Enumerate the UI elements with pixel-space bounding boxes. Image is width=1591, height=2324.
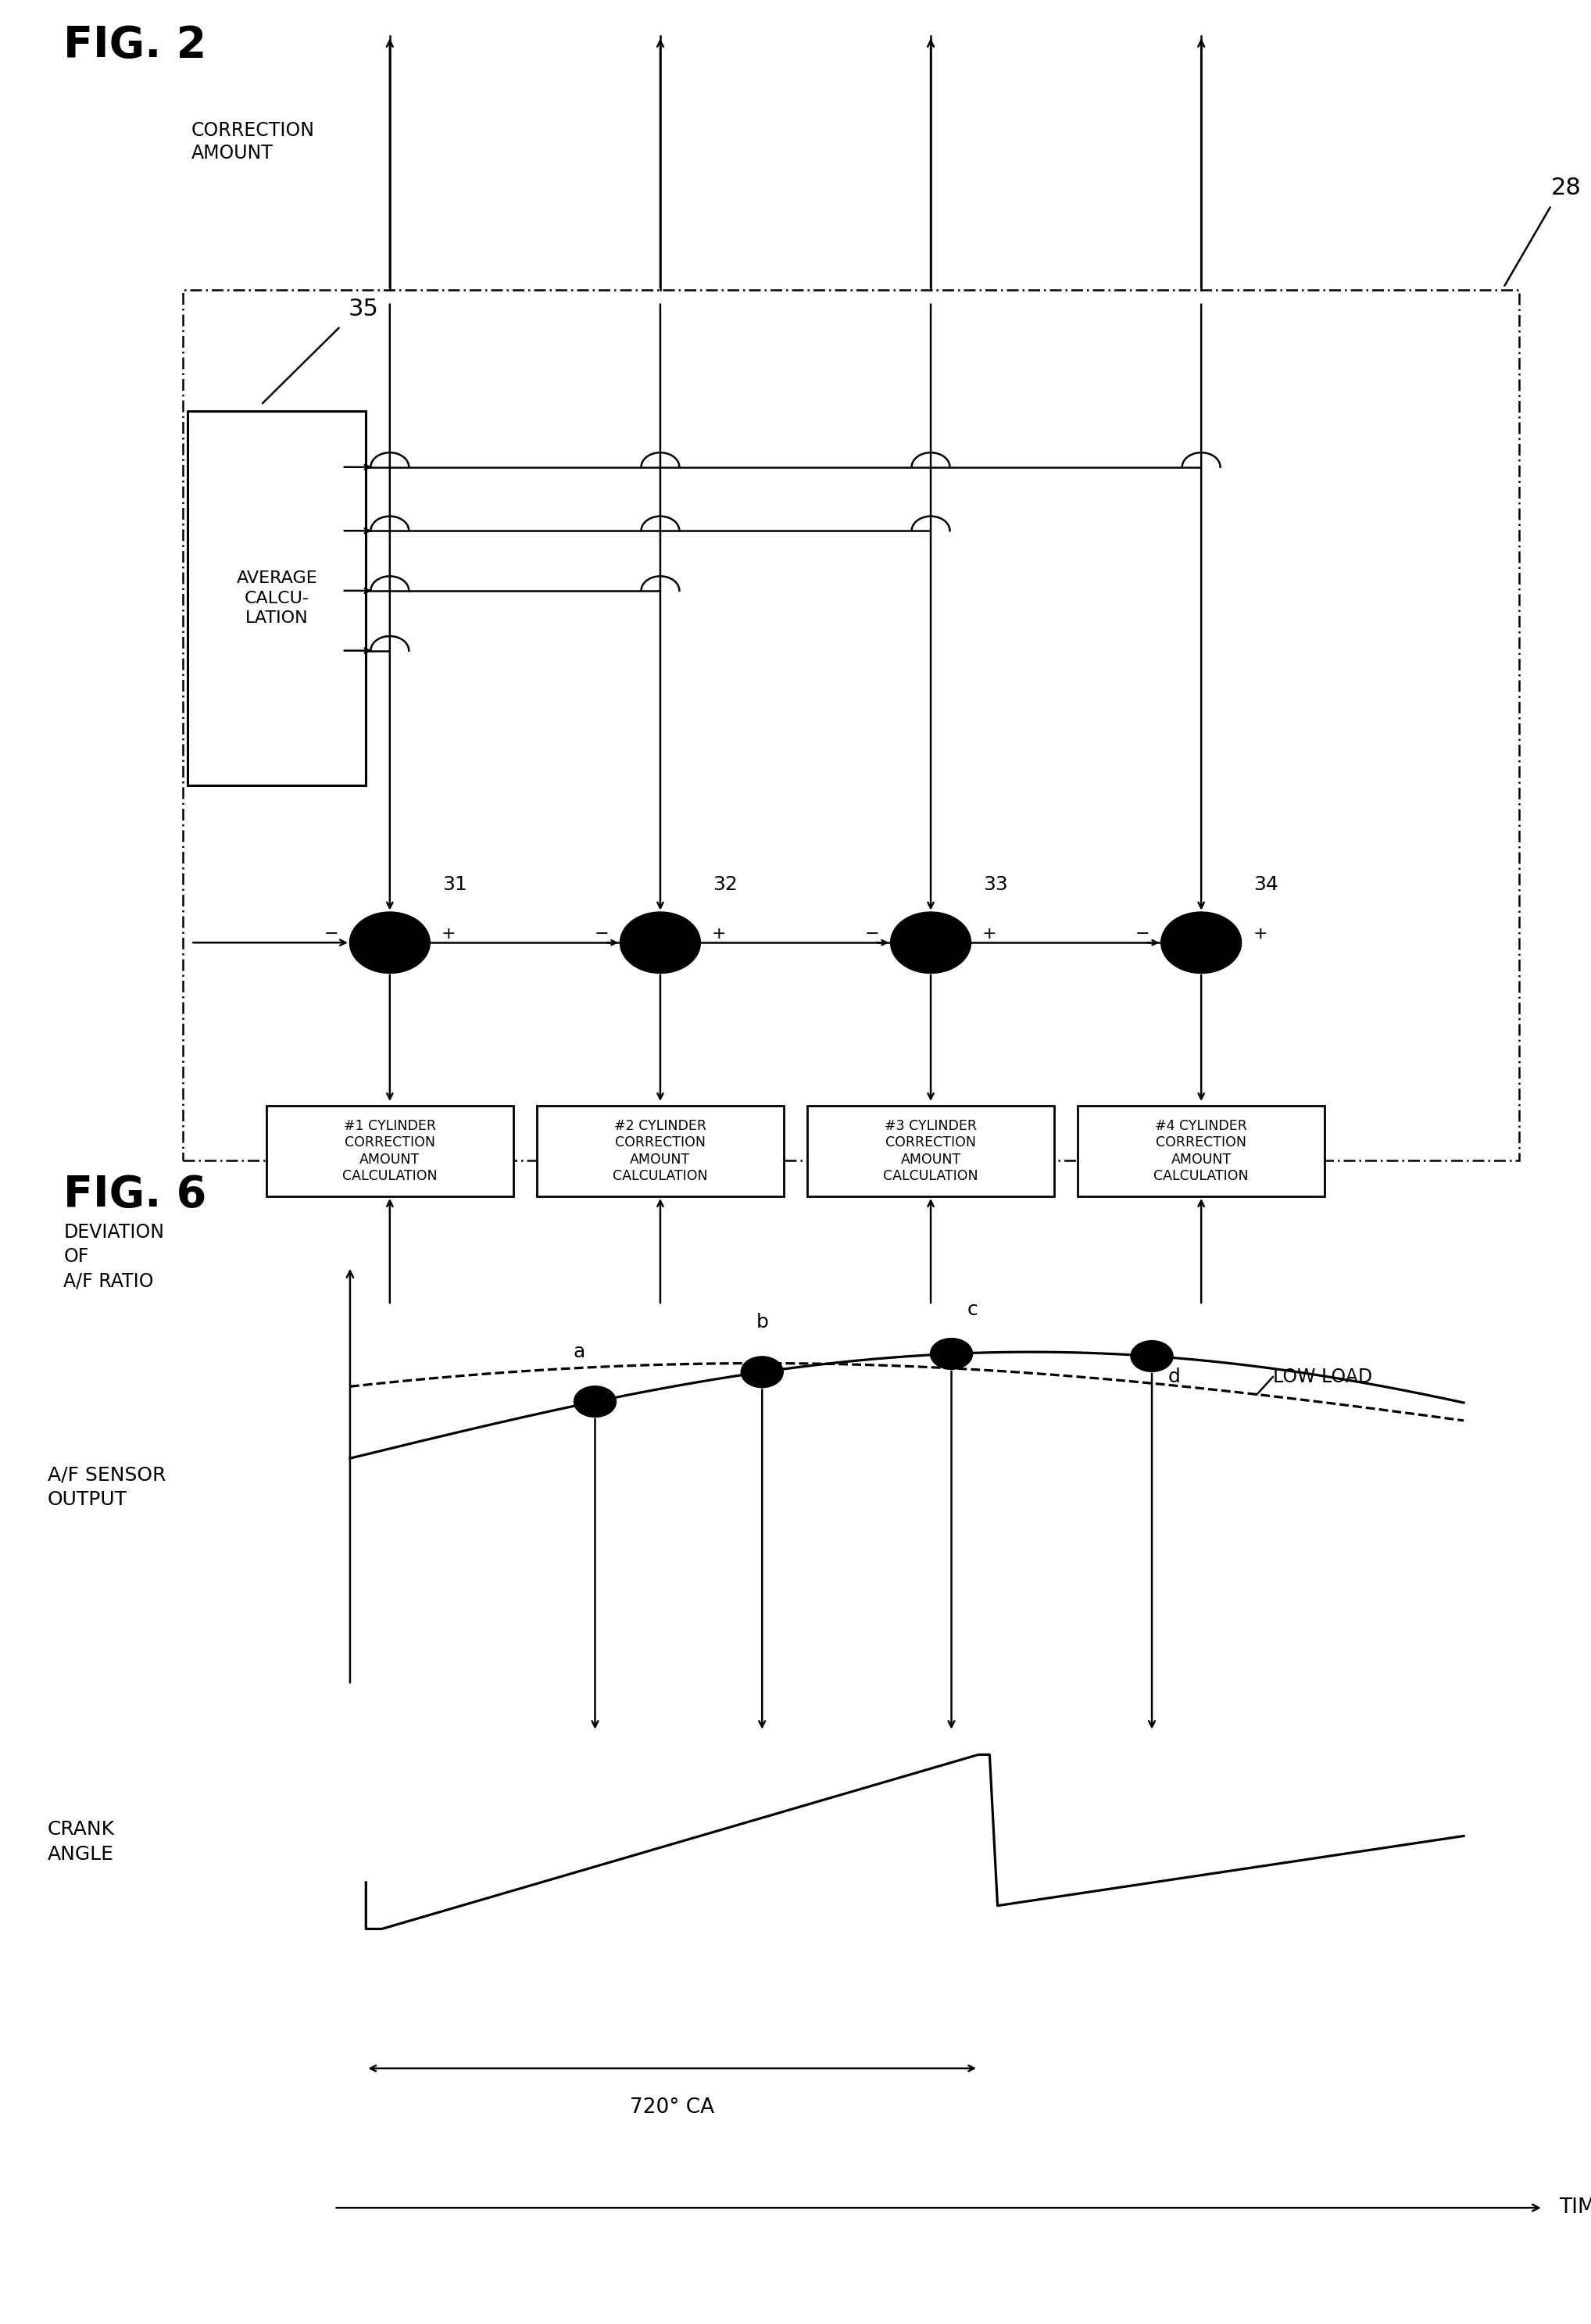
Text: 33: 33 xyxy=(983,876,1009,895)
Text: FIG. 2: FIG. 2 xyxy=(64,23,207,67)
Text: CORRECTION
AMOUNT: CORRECTION AMOUNT xyxy=(191,121,315,163)
Text: AVERAGE
CALCU-
LATION: AVERAGE CALCU- LATION xyxy=(237,569,317,625)
Text: #3 CYLINDER
CORRECTION
AMOUNT
CALCULATION: #3 CYLINDER CORRECTION AMOUNT CALCULATIO… xyxy=(883,1118,978,1183)
Text: b: b xyxy=(756,1313,768,1332)
Text: d: d xyxy=(1168,1369,1181,1387)
Circle shape xyxy=(891,913,971,974)
Text: 720° CA: 720° CA xyxy=(630,2096,714,2117)
Circle shape xyxy=(1131,1341,1173,1371)
Text: CRANK
ANGLE: CRANK ANGLE xyxy=(48,1820,115,1864)
Circle shape xyxy=(1161,913,1241,974)
Circle shape xyxy=(350,913,430,974)
Text: LOW LOAD: LOW LOAD xyxy=(1273,1367,1371,1387)
Circle shape xyxy=(574,1387,616,1418)
Text: FIG. 6: FIG. 6 xyxy=(64,1174,207,1215)
Circle shape xyxy=(620,913,700,974)
Text: 31: 31 xyxy=(442,876,468,895)
Text: +: + xyxy=(711,927,727,941)
Text: −: − xyxy=(593,927,609,941)
Text: 34: 34 xyxy=(1254,876,1279,895)
Text: A/F SENSOR
OUTPUT: A/F SENSOR OUTPUT xyxy=(48,1466,165,1508)
Text: 32: 32 xyxy=(713,876,738,895)
Text: 35: 35 xyxy=(348,297,379,321)
Polygon shape xyxy=(1077,1106,1324,1197)
Text: DEVIATION
OF
A/F RATIO: DEVIATION OF A/F RATIO xyxy=(64,1222,164,1290)
Circle shape xyxy=(741,1357,783,1387)
Text: #1 CYLINDER
CORRECTION
AMOUNT
CALCULATION: #1 CYLINDER CORRECTION AMOUNT CALCULATIO… xyxy=(342,1118,438,1183)
Text: −: − xyxy=(323,927,339,941)
Text: +: + xyxy=(441,927,457,941)
Text: +: + xyxy=(1252,927,1268,941)
Polygon shape xyxy=(266,1106,512,1197)
Text: −: − xyxy=(1134,927,1150,941)
Polygon shape xyxy=(536,1106,783,1197)
Text: −: − xyxy=(864,927,880,941)
Text: TIME: TIME xyxy=(1559,2199,1591,2217)
Text: #2 CYLINDER
CORRECTION
AMOUNT
CALCULATION: #2 CYLINDER CORRECTION AMOUNT CALCULATIO… xyxy=(613,1118,708,1183)
Text: 28: 28 xyxy=(1551,177,1581,200)
Text: #4 CYLINDER
CORRECTION
AMOUNT
CALCULATION: #4 CYLINDER CORRECTION AMOUNT CALCULATIO… xyxy=(1153,1118,1249,1183)
Circle shape xyxy=(931,1339,972,1369)
Text: c: c xyxy=(967,1299,978,1320)
Polygon shape xyxy=(807,1106,1053,1197)
Polygon shape xyxy=(188,411,366,786)
Text: +: + xyxy=(982,927,998,941)
Text: a: a xyxy=(573,1343,585,1362)
